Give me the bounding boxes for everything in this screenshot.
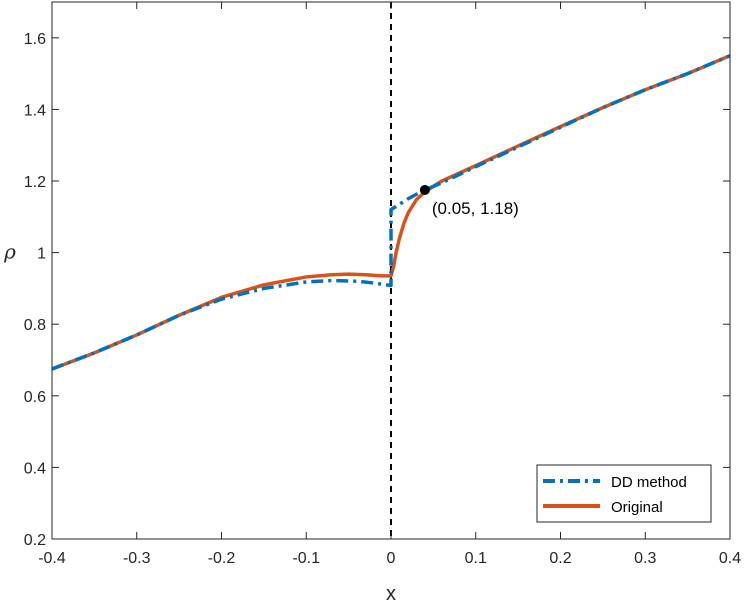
y-tick-label: 1: [37, 246, 46, 263]
y-tick-label: 0.4: [24, 460, 46, 477]
x-tick-label: 0.4: [719, 550, 741, 567]
ticks-layer: -0.4 -0.3 -0.2 -0.1 0 0.1 0.2 0.3 0.4 0.2 0.4 0.6 0.…: [24, 2, 741, 567]
y-axis-label: ρ: [3, 240, 16, 264]
x-axis-label: x: [386, 583, 396, 604]
legend-box: [536, 464, 712, 523]
annotation-point: [419, 184, 430, 195]
x-tick-label: 0.3: [634, 550, 656, 567]
x-tick-label: 0: [387, 550, 396, 567]
x-tick-label: 0.1: [465, 550, 487, 567]
y-tick-label: 0.2: [24, 532, 46, 549]
x-tick-label: -0.1: [292, 550, 320, 567]
series-line-dd-method: [51, 54, 731, 371]
y-tick-label: 1.4: [24, 102, 46, 119]
y-tick-label: 0.8: [24, 317, 46, 334]
y-tick-label: 1.2: [24, 174, 46, 191]
legend-label-dd-method: DD method: [611, 474, 687, 491]
x-tick-label: -0.2: [208, 550, 236, 567]
annotation-layer: (0.05, 1.18): [419, 184, 519, 218]
y-tick-label: 0.6: [24, 389, 46, 406]
legend-label-original: Original: [611, 499, 663, 516]
annotation-label: (0.05, 1.18): [432, 199, 519, 218]
x-tick-label: -0.3: [123, 550, 151, 567]
series-layer: [51, 54, 731, 371]
x-tick-label: -0.4: [38, 550, 66, 567]
x-tick-label: 0.2: [549, 550, 571, 567]
legend: DD method Original: [536, 464, 712, 523]
y-tick-label: 1.6: [24, 31, 46, 48]
